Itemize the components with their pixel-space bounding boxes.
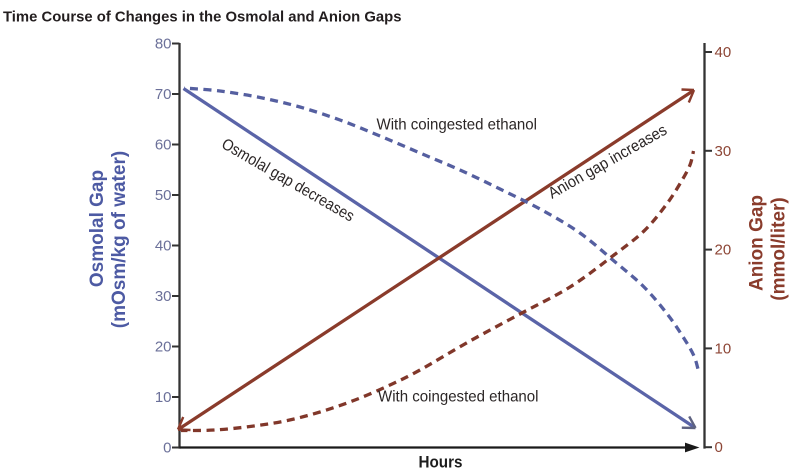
- svg-text:20: 20: [155, 339, 172, 356]
- svg-text:Anion gap increases: Anion gap increases: [546, 122, 670, 203]
- svg-text:30: 30: [155, 288, 172, 305]
- svg-text:(mOsm/kg of water): (mOsm/kg of water): [109, 151, 130, 328]
- svg-text:10: 10: [715, 340, 732, 357]
- svg-text:60: 60: [155, 137, 172, 154]
- svg-text:With coingested ethanol: With coingested ethanol: [378, 389, 539, 406]
- svg-text:0: 0: [715, 439, 723, 456]
- svg-text:Osmolal gap decreases: Osmolal gap decreases: [219, 136, 357, 226]
- svg-text:10: 10: [155, 389, 172, 406]
- svg-text:With coingested ethanol: With coingested ethanol: [377, 117, 538, 134]
- svg-text:30: 30: [715, 143, 732, 160]
- svg-text:50: 50: [155, 187, 172, 204]
- svg-text:Hours: Hours: [419, 453, 463, 472]
- svg-text:40: 40: [155, 238, 172, 255]
- svg-text:40: 40: [715, 44, 732, 61]
- svg-text:20: 20: [715, 242, 732, 259]
- svg-text:70: 70: [155, 86, 172, 103]
- svg-text:Time Course of Changes in the: Time Course of Changes in the Osmolal an…: [3, 9, 402, 26]
- svg-text:Osmolal Gap: Osmolal Gap: [87, 170, 108, 287]
- svg-text:(mmol/liter): (mmol/liter): [769, 197, 790, 300]
- svg-text:Anion Gap: Anion Gap: [747, 195, 768, 291]
- svg-text:0: 0: [163, 440, 171, 457]
- svg-text:80: 80: [155, 36, 172, 53]
